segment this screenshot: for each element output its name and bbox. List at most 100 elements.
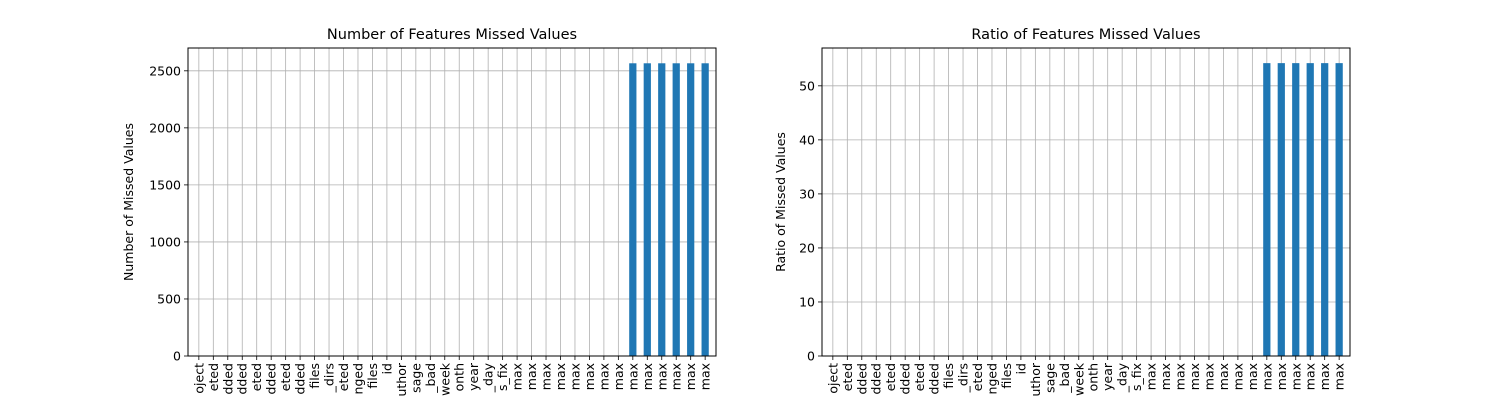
x-tick-label: max xyxy=(1317,363,1332,390)
x-tick-label: s_fix xyxy=(495,363,510,391)
x-tick-label: s_fix xyxy=(1129,363,1144,391)
x-tick-label: max xyxy=(683,363,698,390)
x-tick-label: files xyxy=(941,363,956,389)
x-tick-label: year xyxy=(1100,362,1115,391)
plot-frame xyxy=(821,47,1351,357)
y-tick-label: 2000 xyxy=(149,120,181,135)
x-tick-label: max xyxy=(669,363,684,390)
x-tick-label: week xyxy=(1071,362,1086,396)
bar xyxy=(1335,63,1343,357)
x-tick-label: max xyxy=(1303,363,1318,390)
y-axis-label: Number of Missed Values xyxy=(121,123,136,281)
x-tick-label: sage xyxy=(408,363,423,393)
x-tick-label: eted xyxy=(336,363,351,391)
x-tick-label: uthor xyxy=(394,362,409,396)
x-tick-label: nged xyxy=(984,363,999,394)
x-tick-label: uthor xyxy=(1028,362,1043,396)
x-tick-label: onth xyxy=(452,363,467,391)
x-tick-label: id xyxy=(379,363,394,374)
x-tick-label: max xyxy=(510,363,525,390)
x-tick-label: max xyxy=(1274,363,1289,390)
y-tick-label: 500 xyxy=(157,291,181,306)
x-tick-label: oject xyxy=(825,363,840,394)
grid-lines xyxy=(822,48,1350,357)
x-tick-label: dded xyxy=(293,363,308,395)
bars xyxy=(629,63,709,357)
y-tick-label: 30 xyxy=(799,186,815,201)
x-tick-label: max xyxy=(1259,363,1274,390)
x-tick-label: eted xyxy=(883,363,898,391)
y-axis-ticks: 0 500 1000 1500 2000 2500 xyxy=(149,63,188,364)
x-tick-label: _dirs xyxy=(956,363,971,393)
x-tick-label: max xyxy=(1201,363,1216,390)
x-tick-label: max xyxy=(698,363,713,390)
x-tick-label: max xyxy=(1144,363,1159,390)
x-tick-label: max xyxy=(582,363,597,390)
x-tick-label: max xyxy=(567,363,582,390)
x-tick-label: id xyxy=(1013,363,1028,374)
y-tick-label: 0 xyxy=(807,349,815,364)
bar xyxy=(643,63,651,357)
x-axis-ticks: oject eted dded dded eted dded eted dded files _d… xyxy=(191,356,713,397)
y-tick-label: 10 xyxy=(799,294,815,309)
x-tick-label: eted xyxy=(840,363,855,391)
y-tick-label: 40 xyxy=(799,132,815,147)
bar xyxy=(658,63,666,357)
x-tick-label: _day xyxy=(1115,362,1130,393)
bars xyxy=(1263,63,1343,357)
x-tick-label: max xyxy=(1230,363,1245,390)
x-tick-label: dded xyxy=(869,363,884,395)
y-tick-label: 2500 xyxy=(149,63,181,78)
x-tick-label: eted xyxy=(970,363,985,391)
x-tick-label: year xyxy=(466,362,481,391)
x-tick-label: eted xyxy=(206,363,221,391)
x-tick-label: max xyxy=(640,363,655,390)
x-tick-label: max xyxy=(1158,363,1173,390)
y-tick-label: 50 xyxy=(799,78,815,93)
x-tick-label: _bad xyxy=(423,363,438,394)
x-tick-label: _day xyxy=(481,362,496,393)
y-tick-label: 0 xyxy=(173,349,181,364)
x-tick-label: max xyxy=(524,363,539,390)
x-axis-ticks: oject eted dded dded eted dded eted dded files _d… xyxy=(825,356,1347,397)
x-tick-label: dded xyxy=(898,363,913,395)
x-tick-label: eted xyxy=(249,363,264,391)
x-tick-label: dded xyxy=(264,363,279,395)
x-tick-label: _dirs xyxy=(322,363,337,393)
x-tick-label: max xyxy=(1332,363,1347,390)
x-tick-label: dded xyxy=(235,363,250,395)
x-tick-label: onth xyxy=(1086,363,1101,391)
x-tick-label: max xyxy=(1173,363,1188,390)
x-tick-label: dded xyxy=(854,363,869,395)
x-tick-label: max xyxy=(1216,363,1231,390)
y-tick-label: 1000 xyxy=(149,234,181,249)
x-tick-label: sage xyxy=(1042,363,1057,393)
bar xyxy=(1292,63,1300,357)
x-tick-label: max xyxy=(1245,363,1260,390)
x-tick-label: nged xyxy=(350,363,365,394)
x-tick-label: oject xyxy=(191,363,206,394)
chart-title: Number of Features Missed Values xyxy=(327,27,577,43)
x-tick-label: files xyxy=(999,363,1014,389)
bar xyxy=(701,63,709,357)
bar xyxy=(1306,63,1314,357)
x-tick-label: max xyxy=(596,363,611,390)
plot-frame xyxy=(187,47,717,357)
x-tick-label: eted xyxy=(278,363,293,391)
chart-title: Ratio of Features Missed Values xyxy=(971,27,1200,43)
x-tick-label: max xyxy=(625,363,640,390)
bar xyxy=(1321,63,1329,357)
x-tick-label: max xyxy=(1288,363,1303,390)
y-axis-ticks: 0 10 20 30 40 50 xyxy=(799,78,822,364)
x-tick-label: dded xyxy=(220,363,235,395)
grid-lines xyxy=(188,48,716,357)
bar xyxy=(629,63,637,357)
bar xyxy=(1277,63,1285,357)
y-tick-label: 20 xyxy=(799,240,815,255)
x-tick-label: week xyxy=(437,362,452,396)
x-tick-label: files xyxy=(365,363,380,389)
